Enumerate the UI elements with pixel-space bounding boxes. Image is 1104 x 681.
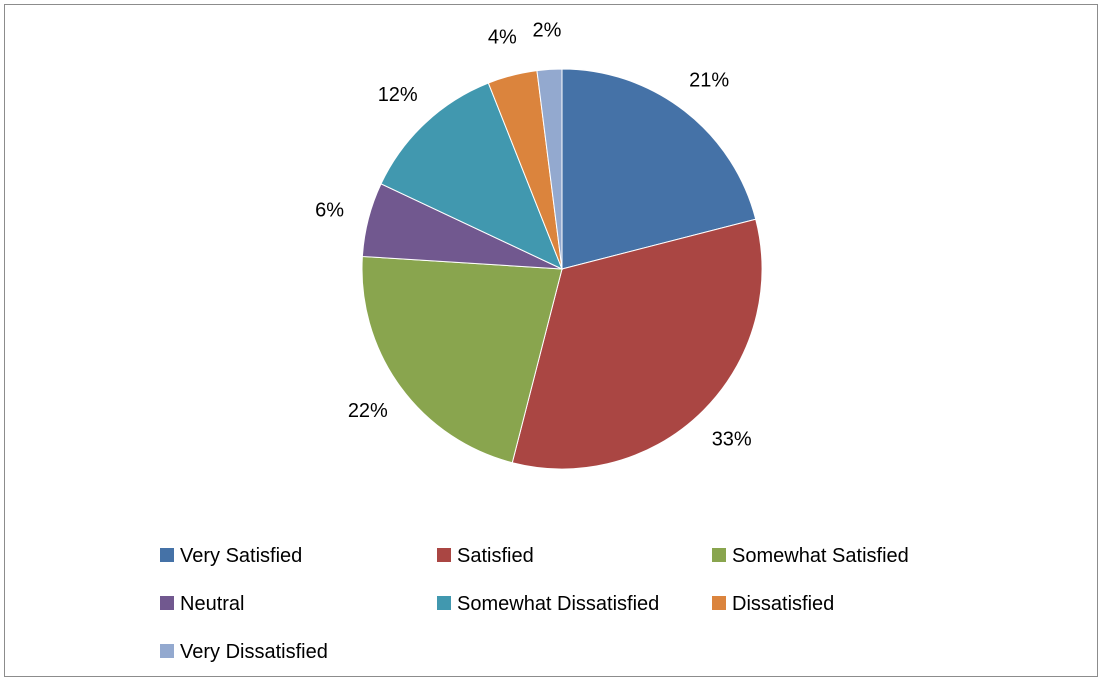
chart-legend: Very Satisfied Satisfied Somewhat Satisfie… <box>160 545 909 663</box>
legend-label-neutral: Neutral <box>180 593 244 615</box>
pie-slices <box>361 68 763 470</box>
legend-item-satisfied: Satisfied <box>437 545 534 567</box>
legend-label-somewhat-satisfied: Somewhat Satisfied <box>732 545 909 567</box>
legend-item-very-satisfied: Very Satisfied <box>160 545 302 567</box>
pie-slice-somewhat-dissatisfied <box>380 82 563 270</box>
legend-swatch-dissatisfied <box>712 596 726 610</box>
legend-label-very-satisfied: Very Satisfied <box>180 545 302 567</box>
data-label-somewhat-satisfied: 22% <box>348 400 388 422</box>
pie-slice-satisfied <box>511 218 763 470</box>
legend-label-somewhat-dissatisfied: Somewhat Dissatisfied <box>457 593 659 615</box>
data-label-somewhat-dissatisfied: 12% <box>378 84 418 106</box>
legend-swatch-somewhat-satisfied <box>712 548 726 562</box>
legend-item-somewhat-dissatisfied: Somewhat Dissatisfied <box>437 593 659 615</box>
data-label-very-dissatisfied: 2% <box>532 19 561 41</box>
data-label-satisfied: 33% <box>712 429 752 451</box>
legend-item-somewhat-satisfied: Somewhat Satisfied <box>712 545 909 567</box>
pie-slice-very-dissatisfied <box>536 68 563 270</box>
legend-label-dissatisfied: Dissatisfied <box>732 593 834 615</box>
legend-swatch-neutral <box>160 596 174 610</box>
legend-swatch-somewhat-dissatisfied <box>437 596 451 610</box>
data-label-neutral: 6% <box>315 199 344 221</box>
legend-swatch-very-satisfied <box>160 548 174 562</box>
legend-item-dissatisfied: Dissatisfied <box>712 593 834 615</box>
legend-item-very-dissatisfied: Very Dissatisfied <box>160 641 328 663</box>
legend-label-satisfied: Satisfied <box>457 545 534 567</box>
pie-data-labels: 21% 33% 22% 6% 12% 4% 2% <box>315 19 752 450</box>
legend-swatch-very-dissatisfied <box>160 644 174 658</box>
pie-slice-somewhat-satisfied <box>361 255 563 464</box>
pie-slice-very-satisfied <box>561 68 757 270</box>
legend-label-very-dissatisfied: Very Dissatisfied <box>180 641 328 663</box>
legend-item-neutral: Neutral <box>160 593 244 615</box>
data-label-dissatisfied: 4% <box>488 27 517 49</box>
legend-swatch-satisfied <box>437 548 451 562</box>
data-label-very-satisfied: 21% <box>689 69 729 91</box>
